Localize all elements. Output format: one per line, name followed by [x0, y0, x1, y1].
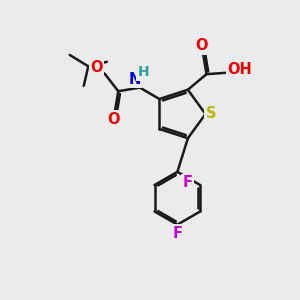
Text: O: O: [107, 112, 119, 127]
Text: N: N: [128, 72, 141, 87]
Text: H: H: [138, 65, 149, 79]
Text: O: O: [195, 38, 208, 53]
Text: F: F: [173, 226, 183, 241]
Text: OH: OH: [227, 61, 252, 76]
Text: S: S: [206, 106, 216, 122]
Text: O: O: [90, 60, 103, 75]
Text: F: F: [183, 175, 193, 190]
